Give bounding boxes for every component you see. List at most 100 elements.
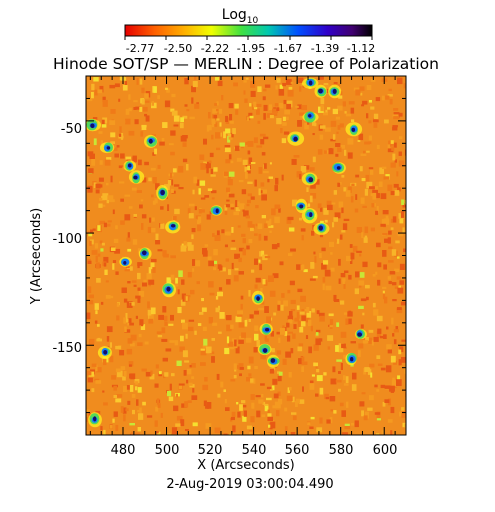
map-texture-cell	[170, 108, 175, 112]
map-texture-cell	[216, 373, 220, 380]
map-texture-cell	[145, 115, 150, 122]
map-patches	[86, 77, 367, 428]
map-texture-cell	[94, 378, 100, 382]
map-texture-cell	[160, 206, 164, 210]
map-texture-cell	[102, 193, 109, 201]
map-texture-cell	[95, 310, 98, 315]
map-texture-cell	[197, 323, 202, 326]
map-texture-cell	[313, 344, 319, 351]
polarization-patch-core	[351, 127, 356, 132]
map-texture-cell	[167, 204, 170, 211]
map-texture-cell	[179, 346, 185, 352]
map-texture-cell	[323, 207, 329, 215]
map-texture-cell	[213, 167, 218, 172]
map-texture-cell	[323, 260, 329, 265]
map-texture-cell	[254, 310, 259, 315]
map-texture-cell	[261, 250, 265, 257]
map-texture-cell	[372, 119, 379, 123]
map-texture-cell	[376, 411, 381, 419]
map-texture-cell	[230, 324, 234, 329]
map-texture-cell	[113, 385, 117, 391]
map-texture-cell	[197, 220, 200, 224]
map-texture-cell	[254, 432, 260, 435]
map-texture-cell	[261, 394, 264, 398]
map-texture-cell	[279, 261, 284, 266]
map-texture-cell	[272, 405, 277, 409]
map-texture-cell	[137, 262, 143, 266]
map-texture-cell	[140, 131, 144, 137]
map-texture-cell	[148, 318, 154, 324]
map-texture-cell	[187, 368, 192, 375]
map-texture-cell	[398, 285, 401, 290]
map-texture-cell	[182, 158, 188, 163]
map-texture-cell	[366, 181, 373, 189]
map-texture-cell	[119, 181, 125, 184]
map-texture-cell	[203, 400, 207, 407]
map-texture-cell	[91, 83, 95, 91]
map-texture-cell	[110, 109, 116, 114]
map-texture-cell	[137, 272, 141, 280]
map-texture-cell	[399, 263, 405, 270]
map-texture-cell	[148, 267, 151, 274]
map-texture-cell	[129, 373, 132, 379]
map-texture-cell	[357, 350, 361, 358]
map-texture-cell	[345, 376, 349, 383]
map-texture-cell	[296, 311, 300, 319]
map-texture-cell	[329, 148, 333, 153]
map-texture-cell	[150, 370, 153, 376]
map-texture-cell	[238, 339, 244, 344]
map-texture-cell	[210, 174, 216, 177]
map-texture-cell	[335, 153, 339, 157]
map-texture-cell	[198, 188, 201, 195]
map-texture-cell	[248, 157, 253, 164]
map-texture-cell	[259, 251, 263, 257]
map-texture-cell	[116, 370, 123, 378]
map-texture-cell	[250, 196, 255, 200]
map-texture-cell	[354, 288, 359, 295]
map-texture-cell	[261, 215, 266, 219]
map-texture-cell	[208, 160, 212, 164]
map-texture-cell	[374, 412, 381, 415]
map-texture-cell	[319, 253, 322, 259]
map-texture-cell	[387, 349, 392, 354]
map-texture-cell	[397, 287, 404, 294]
map-texture-cell	[251, 269, 255, 273]
polarization-patch-core	[103, 350, 108, 355]
map-texture-cell	[284, 109, 290, 115]
map-texture-cell	[367, 369, 372, 375]
map-texture-cell	[249, 431, 252, 435]
map-texture-cell	[182, 350, 188, 358]
map-texture-cell	[191, 376, 195, 379]
map-texture-cell	[369, 363, 375, 368]
map-texture-cell	[274, 103, 279, 107]
map-texture-cell	[169, 340, 175, 343]
map-texture-cell	[109, 424, 113, 429]
map-texture-cell	[376, 331, 381, 338]
map-texture-cell	[241, 400, 246, 404]
map-texture-cell	[240, 295, 244, 300]
map-texture-cell	[277, 243, 280, 248]
map-texture-cell	[343, 218, 350, 221]
svg-text:Log10: Log10	[222, 7, 259, 26]
map-texture-cell	[200, 197, 206, 200]
map-texture-cell	[289, 395, 292, 401]
map-texture-cell	[181, 279, 185, 285]
map-texture-cell	[144, 161, 149, 166]
map-texture-cell	[237, 310, 243, 315]
map-texture-cell	[203, 338, 208, 346]
map-texture-cell	[279, 327, 286, 335]
map-texture-cell	[251, 402, 255, 409]
map-texture-cell	[175, 393, 178, 398]
map-texture-cell	[287, 89, 294, 97]
map-texture-cell	[309, 383, 315, 390]
map-texture-cell	[259, 264, 263, 271]
map-texture-cell	[227, 176, 231, 179]
map-texture-cell	[172, 168, 177, 173]
map-texture-cell	[250, 227, 254, 232]
map-texture-cell	[301, 105, 307, 111]
map-texture-cell	[393, 329, 399, 333]
map-texture-cell	[154, 148, 157, 155]
map-texture-cell	[342, 223, 348, 231]
map-texture-cell	[135, 315, 138, 319]
map-texture-cell	[240, 404, 247, 408]
